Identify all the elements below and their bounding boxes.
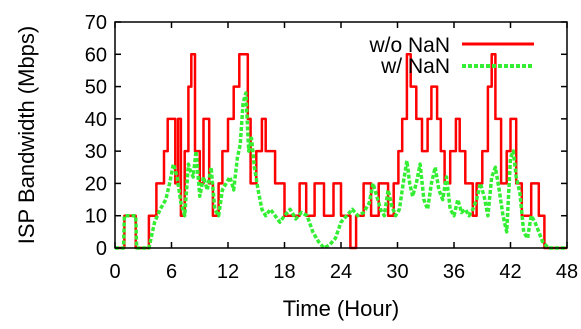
y-tick-label: 40 — [85, 109, 107, 131]
y-tick-label: 30 — [85, 141, 107, 163]
x-ticks: 0 6 12 18 24 30 36 42 48 — [109, 22, 578, 283]
x-tick-label: 30 — [386, 261, 408, 283]
x-tick-label: 42 — [499, 261, 521, 283]
x-tick-label: 24 — [330, 261, 352, 283]
x-tick-label: 36 — [443, 261, 465, 283]
series-line-w-nan — [115, 91, 567, 250]
y-axis-label: ISP Bandwidth (Mbps) — [14, 26, 39, 244]
y-tick-label: 0 — [96, 238, 107, 260]
series-layer — [115, 53, 567, 250]
x-tick-label: 18 — [273, 261, 295, 283]
x-tick-label: 6 — [166, 261, 177, 283]
x-tick-label: 0 — [109, 261, 120, 283]
y-tick-label: 70 — [85, 12, 107, 34]
y-ticks: 0 10 20 30 40 50 60 70 — [85, 12, 567, 260]
x-tick-label: 48 — [556, 261, 578, 283]
x-tick-label: 12 — [217, 261, 239, 283]
y-tick-label: 20 — [85, 173, 107, 195]
y-tick-label: 60 — [85, 44, 107, 66]
legend-label-w-nan: w/ NaN — [380, 55, 450, 78]
x-axis-label: Time (Hour) — [283, 296, 400, 321]
series-line-wo-nan — [115, 53, 567, 250]
y-tick-label: 10 — [85, 206, 107, 228]
legend: w/o NaN w/ NaN — [368, 34, 534, 78]
legend-label-wo-nan: w/o NaN — [368, 34, 450, 57]
y-tick-label: 50 — [85, 77, 107, 99]
